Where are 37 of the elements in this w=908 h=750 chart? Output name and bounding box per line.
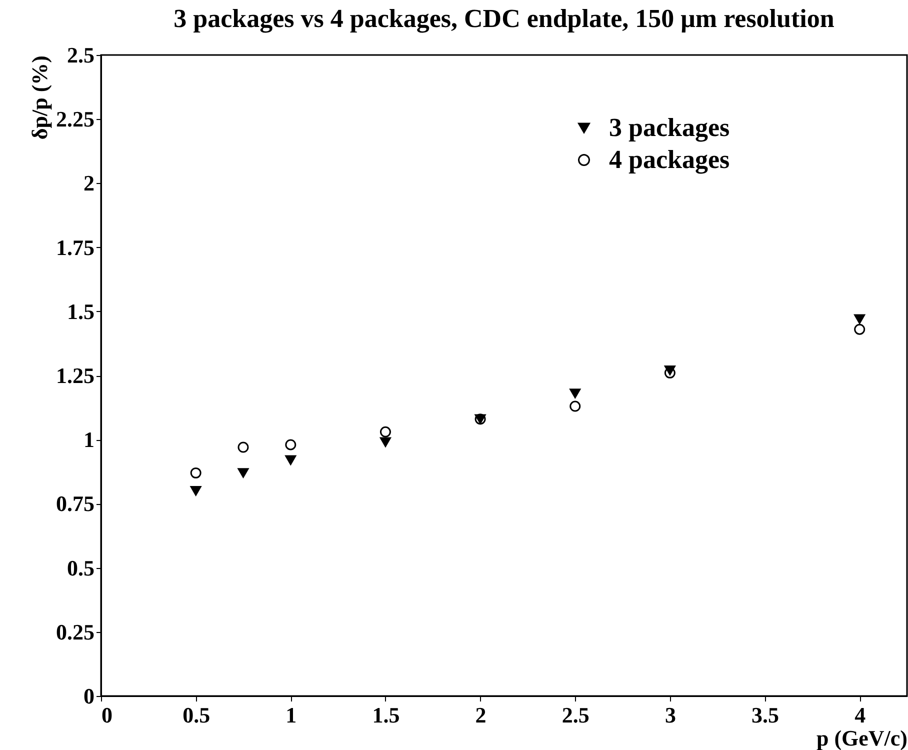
- x-tick-label: 1.5: [372, 702, 400, 728]
- point: [285, 439, 296, 450]
- x-tick-label: 0: [102, 702, 112, 728]
- y-tick-label: 2: [84, 170, 94, 196]
- x-tick-label: 4: [854, 702, 866, 728]
- y-tick-label: 0.25: [56, 619, 94, 644]
- point: [570, 388, 581, 398]
- point: [854, 314, 866, 324]
- y-tick-label: 1.75: [56, 234, 94, 260]
- x-tick-label: 3: [664, 702, 676, 728]
- y-tick-label: 2.5: [67, 42, 94, 68]
- point: [570, 400, 581, 412]
- legend-label: 3 packages: [609, 113, 730, 142]
- point: [190, 467, 202, 478]
- x-tick-label: 1: [286, 702, 297, 728]
- point: [854, 324, 866, 335]
- y-tick-label: 0.5: [67, 555, 94, 580]
- point: [285, 455, 296, 465]
- y-tick-label: 0.75: [56, 491, 94, 516]
- point: [238, 442, 249, 453]
- point: [380, 437, 391, 448]
- x-tick-label: 2.5: [562, 702, 590, 728]
- y-tick-label: 1: [84, 427, 94, 452]
- point: [238, 468, 249, 478]
- y-axis-title: δp/p (%): [27, 56, 52, 140]
- point: [380, 426, 391, 438]
- x-axis-title: p (GeV/c): [816, 726, 908, 750]
- point: [190, 486, 202, 496]
- y-tick-label: 1.5: [67, 298, 94, 324]
- chart-title: 3 packages vs 4 packages, CDC endplate, 150 μm resolution: [174, 4, 835, 33]
- y-tick-label: 0: [84, 684, 94, 708]
- x-tick-label: 3.5: [752, 702, 780, 728]
- x-tick-label: 0.5: [182, 702, 210, 728]
- legend-label: 4 packages: [609, 145, 730, 174]
- y-tick-label: 1.25: [56, 363, 94, 388]
- y-tick-label: 2.25: [56, 106, 94, 132]
- x-tick-label: 2: [475, 702, 486, 728]
